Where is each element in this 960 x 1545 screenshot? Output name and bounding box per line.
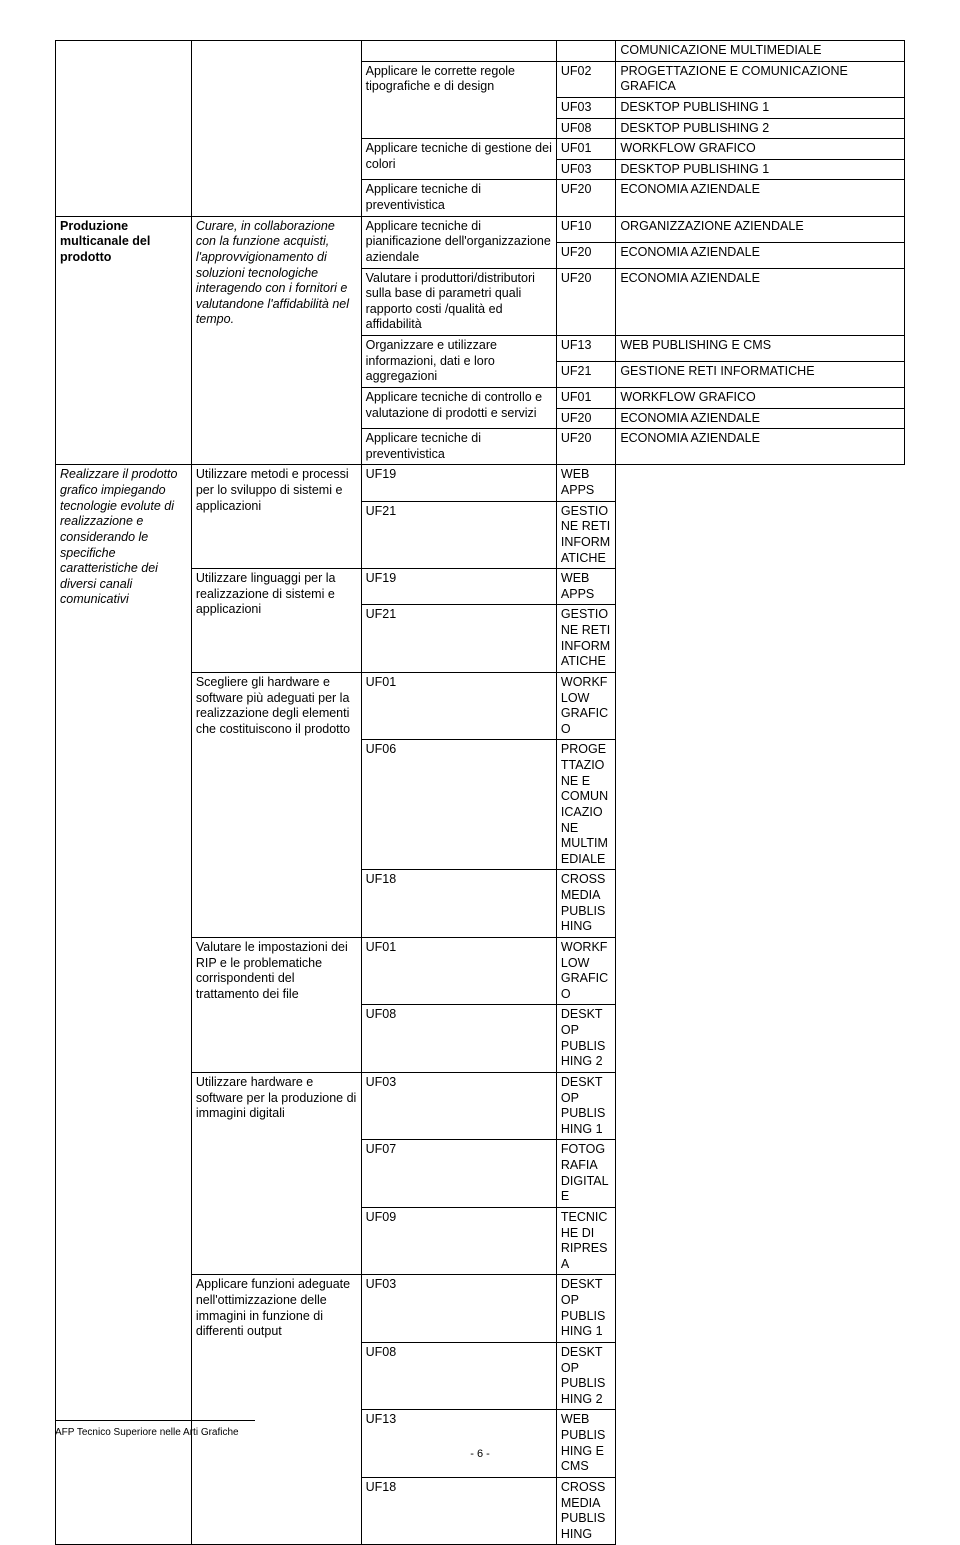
table-cell: UF20	[556, 429, 615, 465]
table-cell: Utilizzare linguaggi per la realizzazion…	[191, 569, 361, 673]
table-cell: Applicare tecniche di preventivistica	[361, 429, 556, 465]
table-cell: UF21	[361, 501, 556, 569]
table-cell: ECONOMIA AZIENDALE	[616, 180, 905, 216]
table-cell: ECONOMIA AZIENDALE	[616, 429, 905, 465]
table-cell: UF21	[556, 361, 615, 387]
table-cell: Realizzare il prodotto grafico impiegand…	[56, 465, 192, 1545]
table-cell: UF03	[361, 1275, 556, 1343]
table-cell: WORKFLOW GRAFICO	[556, 937, 615, 1005]
content-table: COMUNICAZIONE MULTIMEDIALE Applicare le c…	[55, 40, 905, 1545]
table-cell: TECNICHE DI RIPRESA	[556, 1207, 615, 1275]
table-cell: Applicare tecniche di gestione dei color…	[361, 139, 556, 180]
table-cell: UF08	[361, 1342, 556, 1410]
table-cell: Applicare funzioni adeguate nell'ottimiz…	[191, 1275, 361, 1545]
footer-text: AFP Tecnico Superiore nelle Arti Grafich…	[55, 1427, 905, 1438]
table-cell: UF02	[556, 61, 615, 97]
table-cell: DESKTOP PUBLISHING 2	[556, 1342, 615, 1410]
table-cell: ECONOMIA AZIENDALE	[616, 408, 905, 429]
footer: AFP Tecnico Superiore nelle Arti Grafich…	[55, 1420, 905, 1438]
table-cell: UF20	[556, 268, 615, 336]
table-cell: UF20	[556, 408, 615, 429]
table-cell: Applicare tecniche di preventivistica	[361, 180, 556, 216]
table-cell: UF08	[361, 1005, 556, 1073]
table-cell: UF10	[556, 216, 615, 242]
table-cell: UF01	[361, 937, 556, 1005]
table-cell	[191, 41, 361, 217]
table-cell: Applicare tecniche di pianificazione del…	[361, 216, 556, 268]
table-cell: Organizzare e utilizzare informazioni, d…	[361, 336, 556, 388]
table-cell: Valutare le impostazioni dei RIP e le pr…	[191, 937, 361, 1072]
table-cell: UF01	[556, 139, 615, 160]
table-cell: UF19	[361, 465, 556, 501]
table-cell: DESKTOP PUBLISHING 2	[616, 118, 905, 139]
table-cell: WEB APPS	[556, 569, 615, 605]
table-cell: ECONOMIA AZIENDALE	[616, 242, 905, 268]
table-cell: GESTIONE RETI INFORMATICHE	[556, 605, 615, 673]
table-cell: WORKFLOW GRAFICO	[616, 139, 905, 160]
table-cell: CROSS MEDIA PUBLISHING	[556, 870, 615, 938]
table-cell: DESKTOP PUBLISHING 2	[556, 1005, 615, 1073]
table-cell: UF01	[556, 387, 615, 408]
table-cell: COMUNICAZIONE MULTIMEDIALE	[616, 41, 905, 62]
table-cell: UF01	[361, 672, 556, 740]
table-cell: UF08	[556, 118, 615, 139]
table-row: COMUNICAZIONE MULTIMEDIALE	[56, 41, 905, 62]
table-cell: UF03	[556, 97, 615, 118]
table-cell: Applicare le corrette regole tipografich…	[361, 61, 556, 139]
table-cell: UF09	[361, 1207, 556, 1275]
table-cell: Produzione multicanale del prodotto	[56, 216, 192, 465]
page-number: - 6 -	[0, 1448, 960, 1460]
table-cell: FOTOGRAFIA DIGITALE	[556, 1140, 615, 1208]
table-cell: DESKTOP PUBLISHING 1	[556, 1072, 615, 1140]
table-cell	[361, 41, 556, 62]
table-cell: UF13	[556, 336, 615, 362]
table-cell: UF18	[361, 870, 556, 938]
table-cell: GESTIONE RETI INFORMATICHE	[616, 361, 905, 387]
table-cell: UF07	[361, 1140, 556, 1208]
table-cell: UF19	[361, 569, 556, 605]
table-cell: WEB APPS	[556, 465, 615, 501]
table-cell: UF06	[361, 740, 556, 870]
table-cell: PROGETTAZIONE E COMUNICAZIONE GRAFICA	[616, 61, 905, 97]
table-cell: PROGETTAZIONE E COMUNICAZIONE MULTIMEDIA…	[556, 740, 615, 870]
table-cell	[556, 41, 615, 62]
table-cell: UF20	[556, 180, 615, 216]
table-cell: Curare, in collaborazione con la funzion…	[191, 216, 361, 465]
table-cell: Applicare tecniche di controllo e valuta…	[361, 387, 556, 428]
table-cell: DESKTOP PUBLISHING 1	[616, 159, 905, 180]
table-cell: DESKTOP PUBLISHING 1	[616, 97, 905, 118]
table-row: Realizzare il prodotto grafico impiegand…	[56, 465, 905, 501]
table-cell: Valutare i produttori/distributori sulla…	[361, 268, 556, 336]
table-cell: DESKTOP PUBLISHING 1	[556, 1275, 615, 1343]
table-cell: UF03	[556, 159, 615, 180]
footer-divider	[55, 1420, 255, 1421]
table-cell: WEB PUBLISHING E CMS	[616, 336, 905, 362]
table-cell: UF03	[361, 1072, 556, 1140]
table-cell: ORGANIZZAZIONE AZIENDALE	[616, 216, 905, 242]
table-cell: ECONOMIA AZIENDALE	[616, 268, 905, 336]
table-cell	[56, 41, 192, 217]
table-row: Produzione multicanale del prodottoCurar…	[56, 216, 905, 242]
table-cell: UF20	[556, 242, 615, 268]
table-cell: Scegliere gli hardware e software più ad…	[191, 672, 361, 937]
table-cell: WORKFLOW GRAFICO	[616, 387, 905, 408]
table-cell: GESTIONE RETI INFORMATICHE	[556, 501, 615, 569]
table-cell: Utilizzare hardware e software per la pr…	[191, 1072, 361, 1275]
table-cell: Utilizzare metodi e processi per lo svil…	[191, 465, 361, 569]
table-cell: WORKFLOW GRAFICO	[556, 672, 615, 740]
table-cell: UF21	[361, 605, 556, 673]
